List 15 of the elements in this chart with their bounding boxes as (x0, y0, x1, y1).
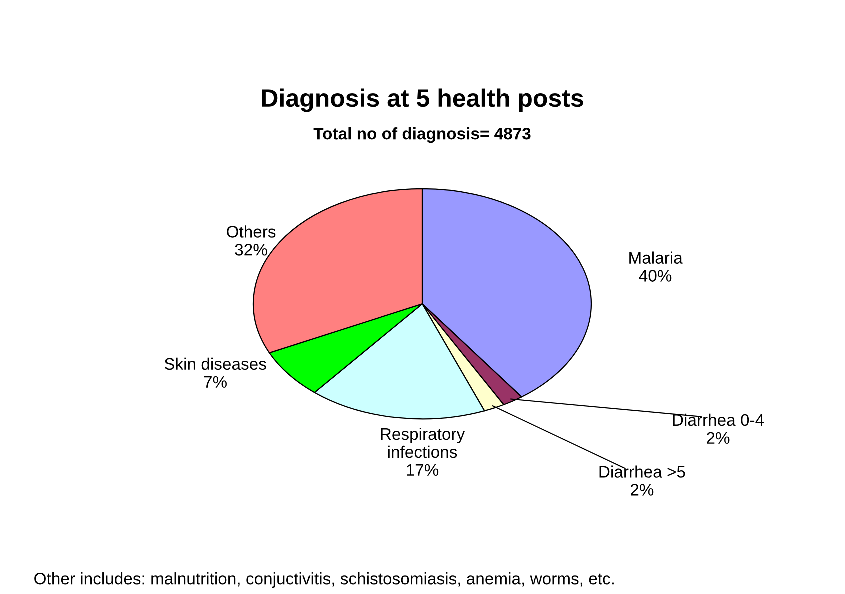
data-label: 2% (630, 484, 654, 496)
data-label: 40% (639, 270, 672, 282)
chart-subtitle: Total no of diagnosis= 4873 (314, 128, 531, 144)
slice-label: Others (227, 226, 276, 238)
text: Other includes: malnutrition, conjuctivitis, schistosomiasis, anemia, worms, etc. (34, 572, 614, 588)
data-label: 17% (407, 464, 439, 476)
data-label: 32% (235, 244, 268, 256)
data-label: 2% (707, 432, 730, 444)
slice-label: Respiratory infections (381, 428, 466, 458)
slice-label: Skin diseases (164, 358, 266, 370)
slice-label: Diarrhea 0-4 (673, 414, 764, 426)
slice-label: Diarrhea >5 (600, 466, 686, 478)
slice-label: Malaria (630, 252, 683, 264)
data-label: 7% (204, 376, 227, 388)
chart-title: Diagnosis at 5 health posts (262, 88, 584, 112)
